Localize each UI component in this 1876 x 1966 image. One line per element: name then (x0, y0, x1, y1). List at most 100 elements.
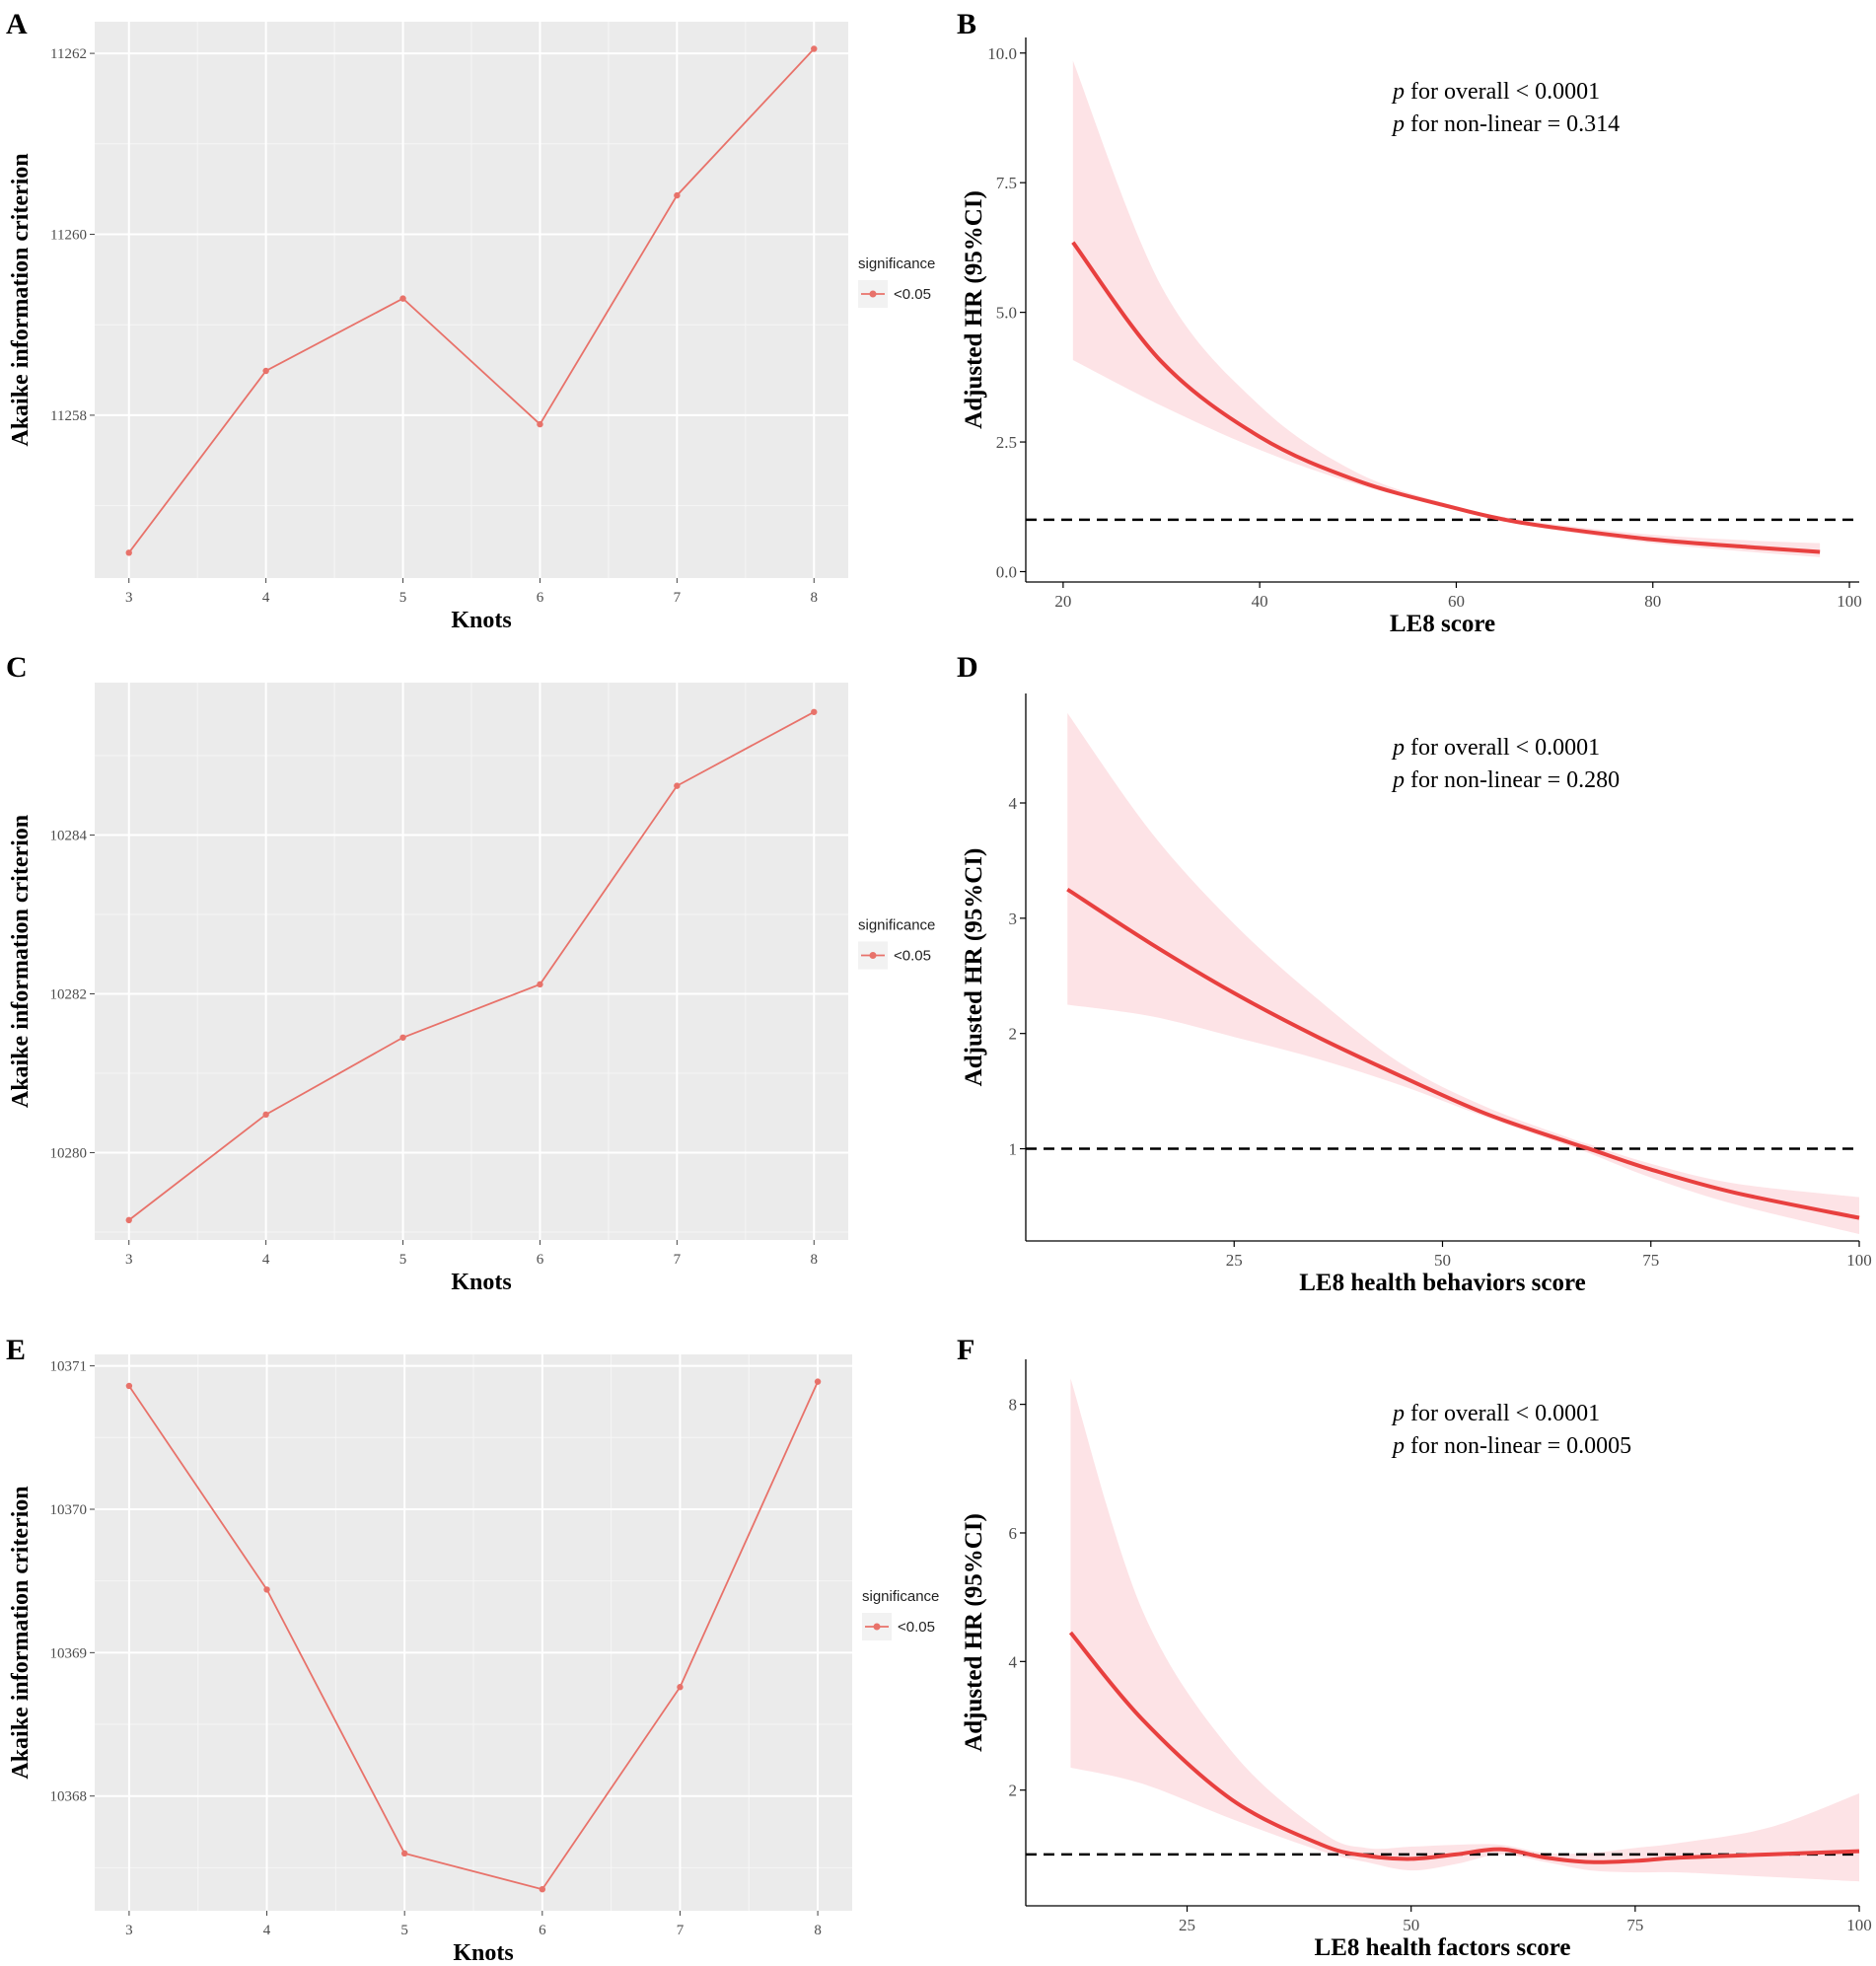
x-tick-label: 4 (262, 590, 270, 606)
x-tick-label: 6 (537, 590, 544, 606)
p-value-annotation: p for non-linear = 0.0005 (1391, 1433, 1631, 1459)
p-value-annotation: p for overall < 0.0001 (1391, 79, 1600, 105)
x-tick-label: 40 (1252, 592, 1268, 611)
confidence-band (1072, 60, 1821, 557)
x-tick-label: 4 (262, 1252, 270, 1268)
aic-point (814, 1378, 822, 1385)
confidence-band (1067, 712, 1859, 1234)
y-tick-label: 11258 (50, 408, 87, 424)
x-tick-label: 50 (1434, 1251, 1451, 1270)
x-tick-label: 3 (125, 590, 133, 606)
x-tick-label: 5 (399, 590, 407, 606)
y-tick-label: 2 (1009, 1782, 1018, 1800)
legend-entry: <0.05 (898, 1619, 935, 1636)
y-tick-label: 8 (1009, 1396, 1018, 1415)
x-tick-label: 7 (674, 1252, 682, 1268)
y-tick-label: 10370 (50, 1502, 88, 1518)
x-axis-label: LE8 health factors score (1315, 1934, 1571, 1961)
aic-chart-c: 3 4 5 6 7 8 10280 10282 10284 Knots Akaike informa… (8, 683, 935, 1295)
aic-point (677, 1684, 684, 1691)
x-tick-label: 7 (677, 1923, 685, 1938)
y-axis-label: Akaike information criterion (8, 153, 34, 446)
aic-line (128, 47, 815, 553)
aic-point (400, 1850, 408, 1857)
aic-point (537, 981, 543, 988)
y-tick-label: 7.5 (996, 174, 1017, 192)
aic-line (128, 1381, 819, 1891)
aic-chart-e: 3 4 5 6 7 8 10368 10369 10370 10371 Knots Akaike in… (8, 1354, 939, 1966)
y-tick-label: 10368 (50, 1789, 88, 1805)
x-tick-label: 6 (537, 1252, 544, 1268)
x-tick-label: 20 (1054, 592, 1071, 611)
aic-chart-a: 3 4 5 6 7 8 11258 11260 11262 Knots Akaike informa… (8, 22, 935, 633)
x-tick-label: 75 (1642, 1251, 1659, 1270)
hr-curve (1071, 241, 1821, 554)
y-tick-label: 10369 (50, 1645, 88, 1661)
aic-point (125, 549, 132, 556)
x-tick-label: 25 (1226, 1251, 1243, 1270)
x-axis-label: Knots (453, 1940, 513, 1966)
legend-key-point (869, 290, 877, 298)
x-tick-label: 5 (399, 1252, 407, 1268)
hr-curve (1066, 887, 1860, 1220)
x-tick-label: 3 (125, 1923, 133, 1938)
aic-point (263, 1586, 270, 1593)
y-tick-label: 4 (1009, 1652, 1018, 1671)
legend-key-point (873, 1623, 881, 1631)
confidence-band (1070, 1378, 1859, 1882)
panel-label-a: A (6, 8, 28, 40)
y-tick-label: 3 (1009, 910, 1018, 928)
x-axis-label: LE8 health behaviors score (1299, 1270, 1586, 1296)
panel-label-e: E (6, 1334, 26, 1366)
legend-entry: <0.05 (894, 286, 931, 303)
aic-point (811, 45, 818, 52)
aic-point (125, 1382, 133, 1390)
y-tick-label: 10284 (50, 829, 88, 844)
x-axis-label: Knots (451, 608, 511, 633)
x-tick-label: 3 (125, 1252, 133, 1268)
aic-point (262, 367, 269, 375)
x-tick-label: 100 (1846, 1916, 1872, 1934)
legend-entry: <0.05 (894, 948, 931, 965)
panel-label-f: F (957, 1334, 974, 1366)
p-value-annotation: p for overall < 0.0001 (1391, 1401, 1600, 1426)
y-tick-label: 11260 (50, 228, 87, 244)
aic-point (537, 420, 543, 428)
aic-point (539, 1885, 546, 1893)
legend-title: significance (862, 1588, 939, 1605)
y-axis-label: Adjusted HR (95%CI) (961, 190, 987, 429)
x-tick-label: 25 (1179, 1916, 1195, 1934)
x-axis-label: Knots (451, 1270, 511, 1295)
hr-chart-d: 25 50 75 100 1 2 3 4 LE8 health behaviors score A… (961, 693, 1872, 1296)
aic-point (399, 295, 406, 302)
x-tick-label: 6 (539, 1923, 546, 1938)
panel-label-b: B (957, 8, 976, 40)
y-tick-label: 0.0 (996, 562, 1017, 581)
aic-point (811, 708, 818, 715)
y-tick-label: 2.5 (996, 433, 1017, 452)
hr-chart-f: 25 50 75 100 2 4 6 8 LE8 health factors score Adj… (961, 1359, 1872, 1961)
x-tick-label: 50 (1403, 1916, 1419, 1934)
p-value-annotation: p for non-linear = 0.280 (1391, 767, 1620, 793)
legend-title: significance (858, 255, 935, 272)
x-tick-label: 8 (811, 1252, 819, 1268)
y-tick-label: 10.0 (987, 44, 1017, 63)
x-tick-label: 80 (1644, 592, 1661, 611)
y-axis-label: Adjusted HR (95%CI) (961, 848, 987, 1087)
aic-point (674, 782, 681, 789)
x-tick-label: 5 (400, 1923, 408, 1938)
x-tick-label: 100 (1846, 1251, 1872, 1270)
p-value-annotation: p for non-linear = 0.314 (1391, 111, 1620, 137)
aic-point (125, 1216, 132, 1224)
x-tick-label: 4 (263, 1923, 271, 1938)
x-tick-label: 60 (1448, 592, 1465, 611)
y-tick-label: 2 (1009, 1025, 1018, 1044)
y-tick-label: 11262 (50, 46, 87, 62)
y-tick-label: 10371 (50, 1359, 88, 1375)
aic-point (399, 1034, 406, 1041)
aic-point (262, 1111, 269, 1119)
p-value-annotation: p for overall < 0.0001 (1391, 735, 1600, 761)
hr-curve (1068, 1631, 1860, 1864)
y-tick-label: 10282 (50, 986, 88, 1002)
